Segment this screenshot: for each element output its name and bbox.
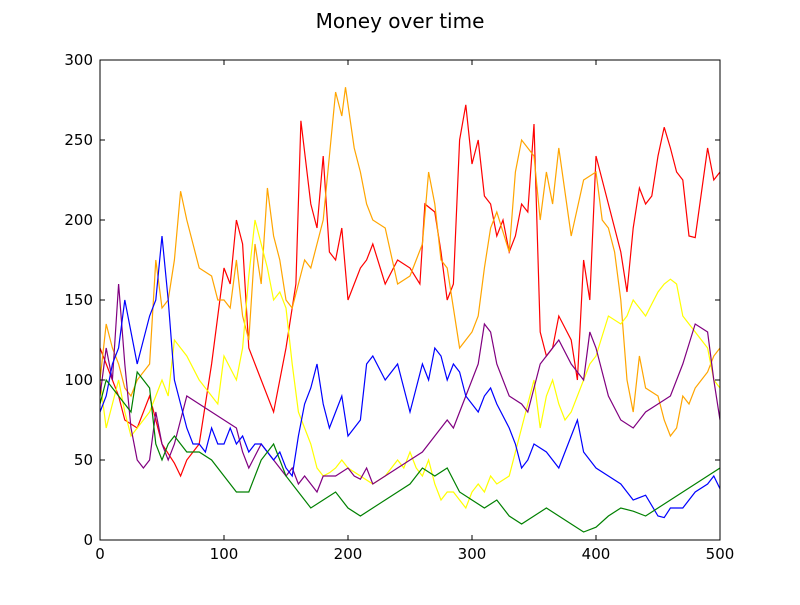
x-tick-label: 500 bbox=[706, 545, 735, 563]
chart-title: Money over time bbox=[316, 9, 485, 33]
series-line-1 bbox=[100, 104, 720, 478]
axes-layer: 0 100 200 300 400 500 0 50 100 150 200 250 300 bbox=[64, 51, 734, 563]
series-line-3 bbox=[100, 219, 720, 510]
x-tick-label: 200 bbox=[334, 545, 363, 563]
x-tick-label: 100 bbox=[210, 545, 239, 563]
y-tick-label: 250 bbox=[64, 131, 93, 149]
x-tick-label: 400 bbox=[582, 545, 611, 563]
y-tick-label: 200 bbox=[64, 211, 93, 229]
x-tick-label: 0 bbox=[95, 545, 105, 563]
series-line-4 bbox=[100, 283, 720, 494]
y-tick-label: 0 bbox=[83, 531, 93, 549]
y-tick-label: 50 bbox=[74, 451, 93, 469]
series-layer bbox=[100, 87, 720, 533]
y-tick-label: 150 bbox=[64, 291, 93, 309]
series-line-5 bbox=[100, 235, 720, 519]
series-line-2 bbox=[100, 87, 720, 438]
y-tick-label: 100 bbox=[64, 371, 93, 389]
series-line-6 bbox=[100, 370, 720, 533]
y-tick-label: 300 bbox=[64, 51, 93, 69]
x-tick-label: 300 bbox=[458, 545, 487, 563]
